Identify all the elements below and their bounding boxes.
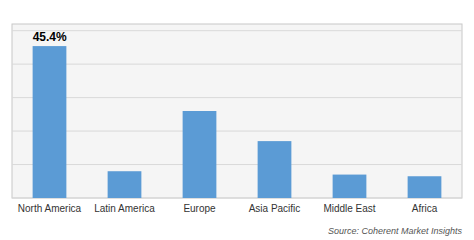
source-note: Source: Coherent Market Insights [328, 226, 463, 236]
bar [258, 141, 292, 198]
grid [12, 31, 462, 198]
grid-line [12, 97, 462, 98]
bar [33, 46, 67, 198]
annotation: 45.4% [33, 30, 67, 44]
x-tick-label: Latin America [94, 203, 155, 214]
x-tick-label: Middle East [323, 203, 375, 214]
x-axis-labels: North America Latin America Europe Asia Pac… [18, 203, 438, 214]
grid-line [12, 198, 462, 199]
x-tick-label: Europe [183, 203, 216, 214]
x-tick-label: Africa [412, 203, 438, 214]
bars [33, 46, 442, 198]
bar [333, 175, 367, 198]
grid-line [12, 131, 462, 132]
chart-container: North America Latin America Europe Asia Pac… [0, 0, 474, 240]
bar [108, 171, 142, 198]
chart: North America Latin America Europe Asia Pac… [0, 0, 474, 240]
grid-line [12, 64, 462, 65]
plot-area [12, 24, 462, 198]
x-tick-label: Asia Pacific [249, 203, 301, 214]
bar [183, 111, 217, 198]
grid-line [12, 30, 462, 31]
grid-line [12, 164, 462, 165]
bar [408, 176, 442, 198]
x-tick-label: North America [18, 203, 82, 214]
